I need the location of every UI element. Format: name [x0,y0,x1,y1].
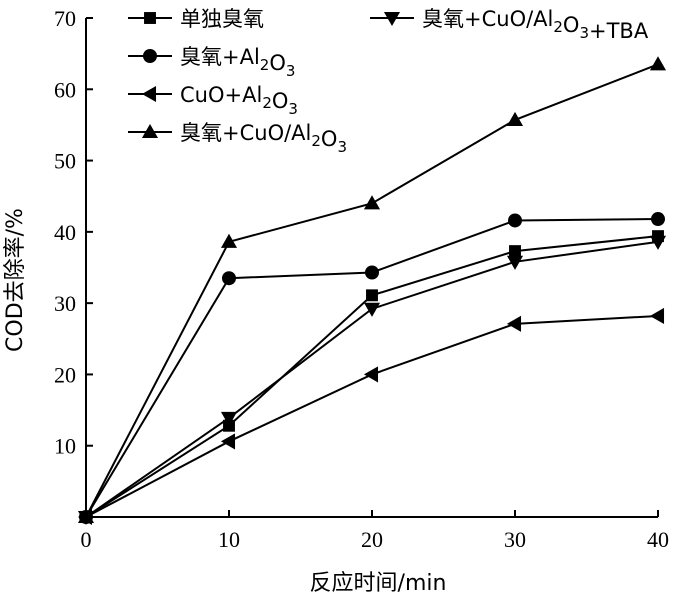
y-tick-label: 50 [54,149,76,174]
data-point [651,212,665,227]
legend-label: 臭氧+CuO/Al2O3+TBA [422,7,649,43]
x-tick-label: 30 [504,527,526,552]
y-tick-label: 30 [54,291,76,316]
data-point [649,56,667,71]
y-tick-label: 40 [54,220,76,245]
series-layer [77,56,667,526]
y-tick-label: 20 [54,362,76,387]
legend-marker [141,85,157,103]
y-tick-label: 70 [54,6,76,31]
legend-item: 臭氧+Al2O3 [128,45,295,80]
data-point [363,302,381,317]
series-line [85,314,659,518]
y-axis-title: COD去除率/% [3,208,28,352]
data-point [365,265,379,280]
data-point [506,255,524,270]
legend-marker [144,12,156,24]
legend-marker [383,11,401,27]
data-point [649,307,665,325]
data-point [506,111,524,126]
legend-marker [141,123,159,139]
legend-item: 臭氧+CuO/Al2O3 [128,121,347,156]
series-2 [79,212,665,524]
x-tick-label: 0 [81,527,92,552]
legend-label: 单独臭氧 [180,7,264,31]
series-3 [77,307,665,526]
x-tick-label: 20 [361,527,383,552]
legend-item: 单独臭氧 [128,7,264,31]
axes: 0 10 20 30 40 10 20 30 40 50 60 70 [54,6,669,552]
y-tick-label: 10 [54,434,76,459]
data-point [77,510,95,526]
x-axis-title: 反应时间/min [310,571,447,596]
data-point [363,366,379,383]
data-point [508,213,522,228]
data-point [509,245,521,258]
legend-label: CuO+Al2O3 [180,83,298,118]
series-line [85,240,659,518]
data-point [220,233,238,248]
data-point [220,411,238,426]
legend-item: 臭氧+CuO/Al2O3+TBA [370,7,649,43]
legend-label: 臭氧+CuO/Al2O3 [180,121,347,156]
legend-marker [143,49,157,63]
data-point [366,289,378,302]
y-tick-label: 60 [54,77,76,102]
legend-item: CuO+Al2O3 [128,83,298,118]
data-point [363,195,381,210]
series-5 [77,235,667,526]
data-point [220,433,236,450]
x-tick-label: 40 [647,527,669,552]
legend-label: 臭氧+Al2O3 [180,45,295,80]
data-point [649,235,667,250]
data-point [506,315,522,332]
data-point [222,271,236,286]
x-tick-label: 10 [218,527,240,552]
